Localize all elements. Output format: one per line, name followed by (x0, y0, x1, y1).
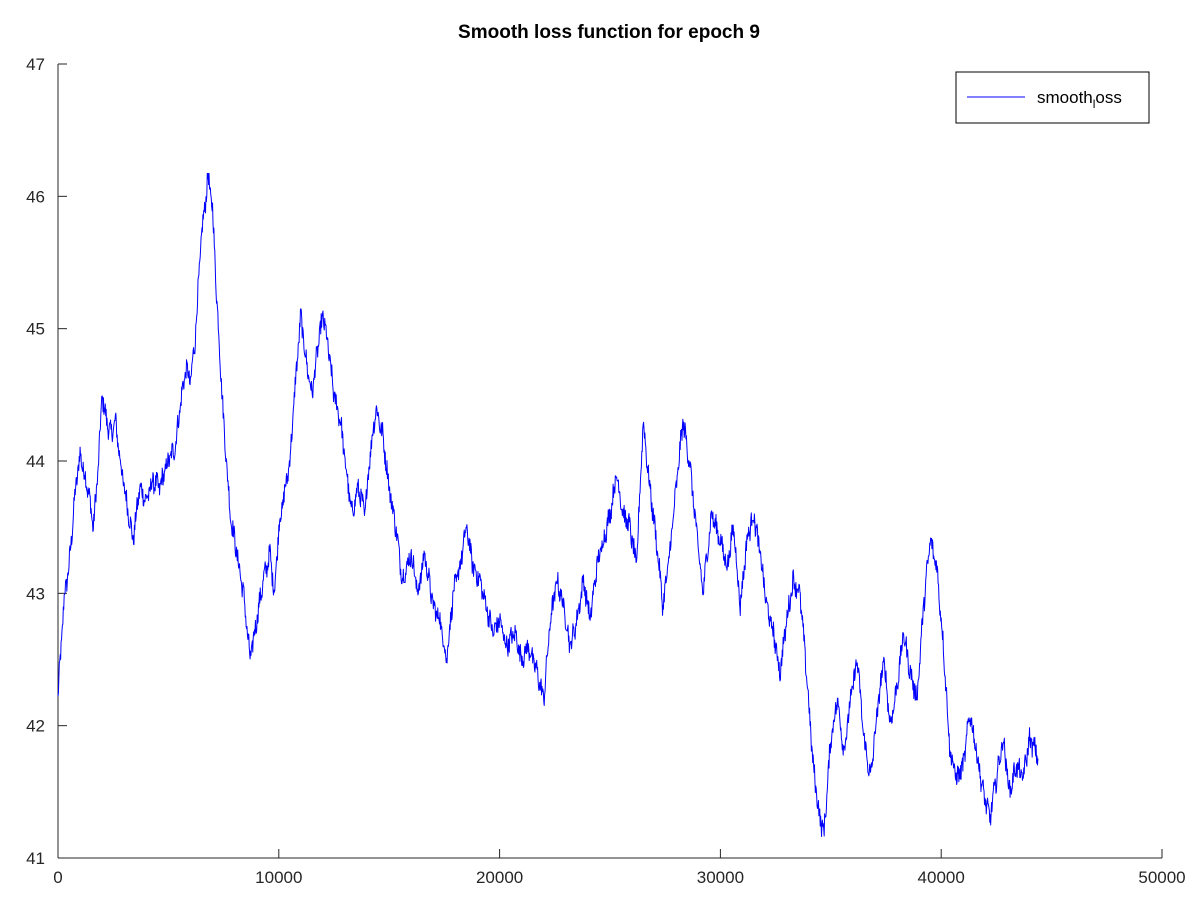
x-tick-label: 10000 (255, 868, 302, 887)
x-tick-label: 20000 (476, 868, 523, 887)
legend-label: smoothloss (1037, 88, 1122, 111)
y-tick-label: 46 (26, 187, 45, 206)
x-tick-label: 0 (53, 868, 62, 887)
x-tick-label: 40000 (918, 868, 965, 887)
legend: smoothloss (955, 71, 1150, 124)
y-tick-label: 43 (26, 584, 45, 603)
x-tick-label: 50000 (1138, 868, 1185, 887)
y-tick-label: 41 (26, 849, 45, 868)
series-line (57, 172, 1039, 837)
axes: 0 10000 20000 30000 40000 50000 41 42 43 44 45 46 47 (26, 55, 1186, 887)
series-layer (57, 172, 1039, 837)
x-tick-label: 30000 (697, 868, 744, 887)
y-tick-label: 47 (26, 55, 45, 74)
y-tick-label: 42 (26, 717, 45, 736)
y-tick-label: 44 (26, 452, 45, 471)
chart-title: Smooth loss function for epoch 9 (458, 22, 760, 43)
y-tick-label: 45 (26, 320, 45, 339)
